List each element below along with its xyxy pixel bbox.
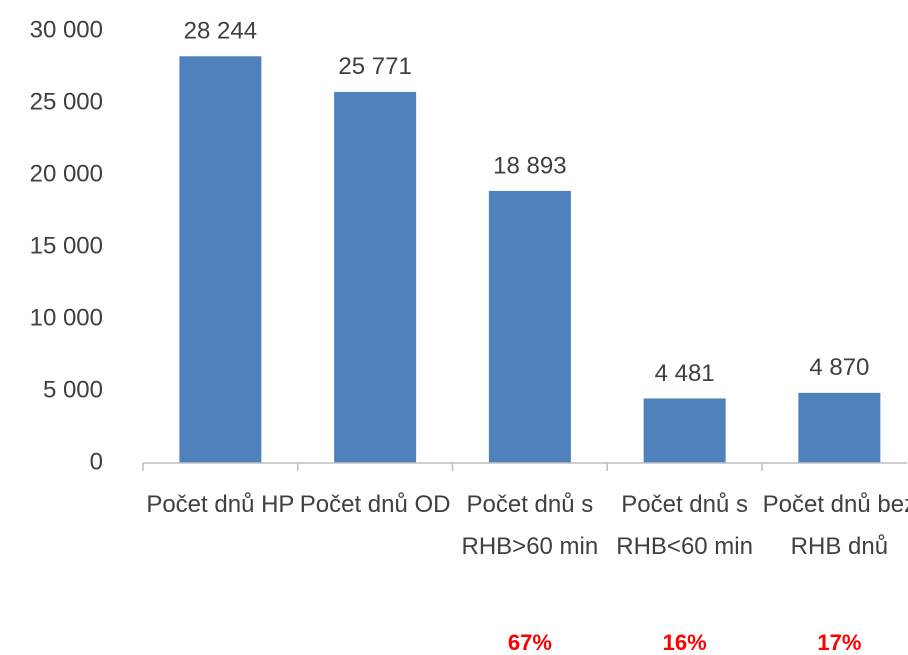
y-tick-label: 5 000 (43, 376, 103, 403)
x-tick-label: Počet dnů s RHB>60 min (461, 491, 599, 560)
data-label: 28 244 (184, 18, 257, 45)
x-tick-label: Počet dnů HP (146, 491, 295, 518)
y-tick-label: 25 000 (30, 88, 103, 115)
x-tick-label: Počet dnů OD (299, 491, 451, 518)
y-tick-label: 10 000 (30, 304, 103, 331)
bar (179, 56, 262, 463)
x-tick-label: Počet dnů s RHB<60 min (616, 491, 753, 560)
y-tick-label: 30 000 (30, 16, 103, 43)
bar (488, 190, 571, 463)
x-tick-label: Počet dnů bez RHB dnů (762, 491, 908, 560)
y-tick-label: 0 (90, 448, 103, 475)
data-label: 25 771 (338, 53, 411, 80)
bar (643, 398, 726, 463)
data-label: 4 481 (655, 360, 715, 387)
share-label: 17% (817, 630, 862, 655)
share-label: 16% (662, 630, 707, 655)
bar (334, 91, 417, 464)
bar (798, 392, 881, 463)
y-tick-label: 15 000 (30, 232, 103, 259)
data-label: 4 870 (809, 354, 869, 381)
data-label: 18 893 (493, 152, 566, 179)
y-tick-label: 20 000 (30, 160, 103, 187)
share-label: 67% (507, 630, 552, 655)
